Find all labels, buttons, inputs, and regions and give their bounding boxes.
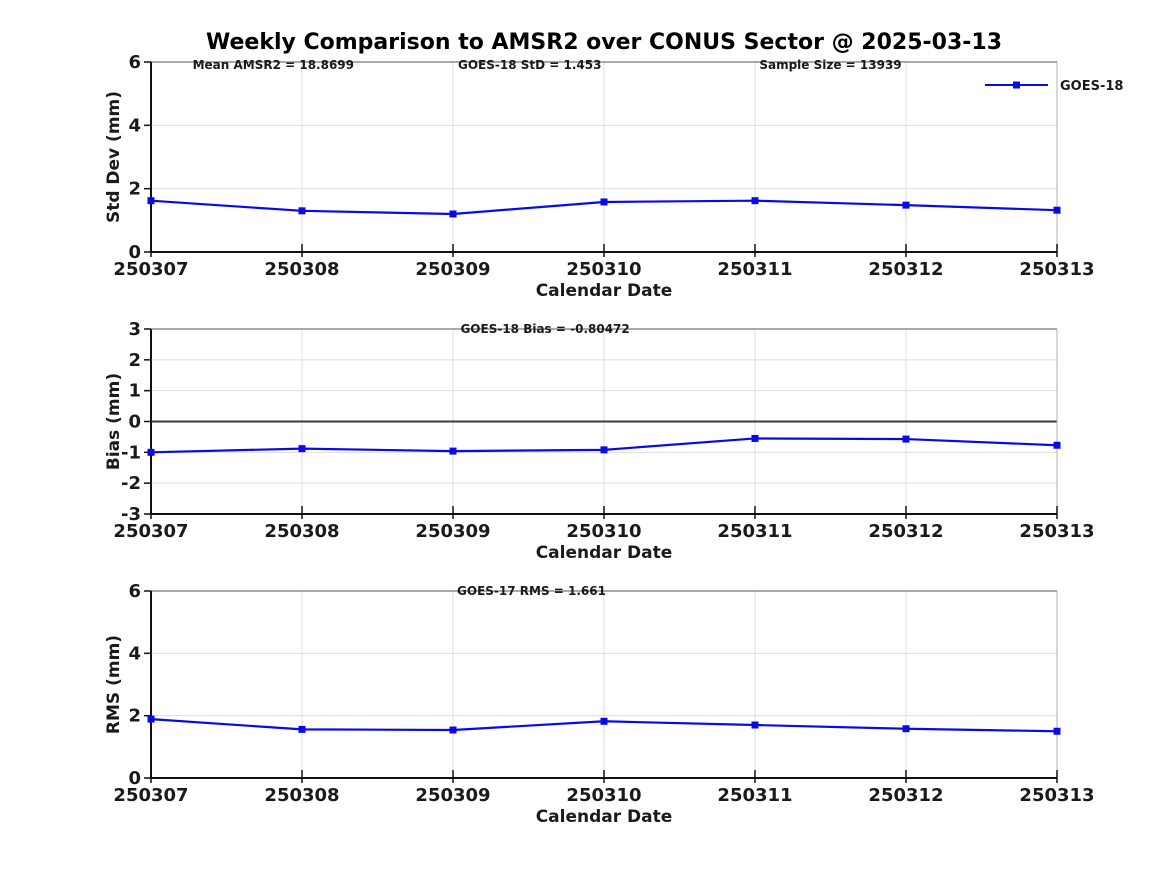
data-point-marker	[751, 434, 759, 442]
legend-label: GOES-18	[1060, 79, 1123, 94]
annotation-text: Sample Size = 13939	[759, 58, 901, 72]
x-tick-label: 250307	[113, 259, 188, 280]
x-tick-label: 250308	[264, 521, 339, 542]
data-point-marker	[600, 717, 608, 725]
annotation-text: GOES-18 Bias = -0.80472	[460, 322, 629, 336]
y-tick-label: 0	[128, 768, 141, 789]
data-point-marker	[751, 721, 759, 729]
data-point-marker	[298, 725, 306, 733]
axis-xlabel: Calendar Date	[536, 807, 673, 827]
y-tick-label: 2	[128, 179, 141, 200]
data-point-marker	[1053, 441, 1061, 449]
x-tick-label: 250313	[1019, 259, 1094, 280]
y-tick-label: 0	[128, 412, 141, 433]
y-tick-label: 3	[128, 319, 141, 340]
x-tick-label: 250308	[264, 785, 339, 806]
data-point-marker	[902, 725, 910, 733]
data-point-marker	[902, 201, 910, 209]
x-tick-label: 250309	[415, 785, 490, 806]
x-tick-label: 250311	[717, 785, 792, 806]
annotation-text: GOES-17 RMS = 1.661	[457, 584, 606, 598]
x-tick-label: 250309	[415, 521, 490, 542]
annotation-text: GOES-18 StD = 1.453	[458, 58, 601, 72]
y-tick-label: 1	[128, 381, 141, 402]
annotation-text: Mean AMSR2 = 18.8699	[193, 58, 354, 72]
x-tick-label: 250310	[566, 259, 641, 280]
axis-ylabel: Bias (mm)	[104, 373, 124, 470]
x-tick-label: 250313	[1019, 785, 1094, 806]
x-tick-label: 250313	[1019, 521, 1094, 542]
chart-title: Weekly Comparison to AMSR2 over CONUS Se…	[206, 30, 1002, 55]
data-point-marker	[298, 445, 306, 453]
y-tick-label: -2	[121, 473, 141, 494]
axis-xlabel: Calendar Date	[536, 543, 673, 563]
y-tick-label: 0	[128, 242, 141, 263]
y-tick-label: 6	[128, 581, 141, 602]
x-tick-label: 250308	[264, 259, 339, 280]
data-point-marker	[147, 448, 155, 456]
y-tick-label: 4	[128, 115, 141, 136]
x-tick-label: 250311	[717, 259, 792, 280]
axis-ylabel: Std Dev (mm)	[104, 91, 124, 223]
data-point-marker	[147, 197, 155, 205]
data-point-marker	[1053, 206, 1061, 214]
y-tick-label: 6	[128, 52, 141, 73]
x-tick-label: 250307	[113, 785, 188, 806]
y-tick-label: 2	[128, 350, 141, 371]
data-point-marker	[449, 726, 457, 734]
data-point-marker	[298, 207, 306, 215]
x-tick-label: 250310	[566, 521, 641, 542]
y-tick-label: -1	[121, 442, 141, 463]
data-point-marker	[751, 197, 759, 205]
data-point-marker	[449, 447, 457, 455]
data-point-marker	[600, 198, 608, 206]
y-tick-label: -3	[121, 504, 141, 525]
x-tick-label: 250311	[717, 521, 792, 542]
x-tick-label: 250309	[415, 259, 490, 280]
x-tick-label: 250312	[868, 259, 943, 280]
x-tick-label: 250307	[113, 521, 188, 542]
x-tick-label: 250312	[868, 521, 943, 542]
data-point-marker	[147, 715, 155, 723]
data-point-marker	[902, 435, 910, 443]
data-point-marker	[600, 446, 608, 454]
legend-marker	[1013, 81, 1020, 89]
x-tick-label: 250310	[566, 785, 641, 806]
x-tick-label: 250312	[868, 785, 943, 806]
y-tick-label: 2	[128, 706, 141, 727]
data-point-marker	[449, 210, 457, 218]
y-tick-label: 4	[128, 643, 141, 664]
axis-ylabel: RMS (mm)	[104, 635, 124, 734]
data-point-marker	[1053, 727, 1061, 735]
axis-xlabel: Calendar Date	[536, 281, 673, 301]
